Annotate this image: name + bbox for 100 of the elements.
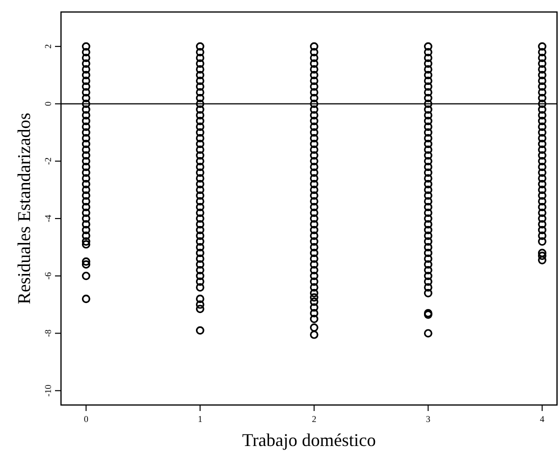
point	[196, 168, 204, 177]
point	[196, 272, 204, 280]
point	[82, 122, 90, 131]
point	[424, 100, 432, 108]
x-tick-label: 1	[198, 414, 202, 424]
point	[424, 220, 432, 228]
point	[310, 288, 318, 298]
y-axis-title: Residuales Estandarizados	[14, 112, 34, 304]
point	[196, 140, 204, 148]
point	[310, 220, 318, 228]
point	[196, 208, 204, 217]
point	[196, 191, 204, 200]
point	[310, 309, 318, 318]
point	[310, 191, 318, 200]
point	[82, 111, 90, 120]
point	[82, 88, 90, 97]
point	[538, 140, 546, 148]
point	[424, 151, 432, 160]
point	[310, 116, 318, 126]
point	[310, 174, 318, 183]
point	[310, 232, 318, 240]
point	[82, 214, 90, 223]
point	[310, 70, 318, 80]
point	[424, 214, 432, 223]
point	[196, 304, 204, 314]
point	[82, 151, 90, 160]
point	[196, 42, 204, 51]
point	[310, 65, 318, 74]
point	[310, 266, 318, 274]
y-tick-label: -8	[43, 329, 53, 338]
point	[196, 283, 204, 292]
point	[310, 314, 318, 324]
point	[196, 214, 204, 223]
point	[196, 116, 204, 126]
point	[310, 283, 318, 292]
point	[82, 100, 90, 108]
point	[82, 82, 90, 91]
point	[538, 70, 546, 80]
point	[310, 237, 318, 246]
point	[538, 42, 546, 51]
point	[82, 48, 90, 56]
point	[196, 266, 204, 274]
point	[538, 248, 546, 258]
point	[82, 76, 90, 86]
point	[424, 248, 432, 258]
point	[424, 111, 432, 120]
point	[310, 248, 318, 258]
point	[538, 100, 546, 108]
point	[310, 277, 318, 286]
point	[538, 59, 546, 68]
point	[310, 293, 318, 302]
point	[310, 186, 318, 194]
point	[424, 191, 432, 200]
point	[424, 243, 432, 252]
point	[424, 266, 432, 274]
point	[310, 243, 318, 252]
point	[310, 330, 318, 339]
point	[196, 111, 204, 120]
point	[538, 186, 546, 194]
point	[82, 94, 90, 102]
point	[424, 116, 432, 126]
point	[196, 254, 204, 263]
point	[310, 214, 318, 223]
point	[196, 76, 204, 86]
point	[424, 288, 432, 298]
point	[424, 65, 432, 74]
point	[196, 82, 204, 91]
point	[310, 82, 318, 91]
point	[424, 54, 432, 62]
point	[424, 162, 432, 172]
point	[424, 226, 432, 234]
point	[538, 214, 546, 223]
point	[538, 232, 546, 240]
point	[538, 174, 546, 183]
y-tick-label: -4	[43, 214, 53, 222]
point	[82, 140, 90, 148]
point	[196, 128, 204, 137]
point	[196, 156, 204, 166]
point	[424, 42, 432, 51]
point	[310, 202, 318, 212]
point	[538, 162, 546, 172]
point	[310, 122, 318, 131]
point	[538, 134, 546, 142]
point	[82, 54, 90, 62]
point	[196, 88, 204, 97]
point	[82, 197, 90, 206]
point	[424, 76, 432, 86]
point	[82, 180, 90, 188]
point	[196, 260, 204, 269]
point	[538, 116, 546, 126]
point	[538, 151, 546, 160]
point	[82, 220, 90, 228]
point	[424, 180, 432, 188]
point	[538, 197, 546, 206]
point	[196, 243, 204, 252]
x-tick-label: 4	[540, 414, 545, 424]
point	[310, 59, 318, 68]
point	[538, 122, 546, 131]
point	[82, 191, 90, 200]
point	[82, 294, 90, 304]
